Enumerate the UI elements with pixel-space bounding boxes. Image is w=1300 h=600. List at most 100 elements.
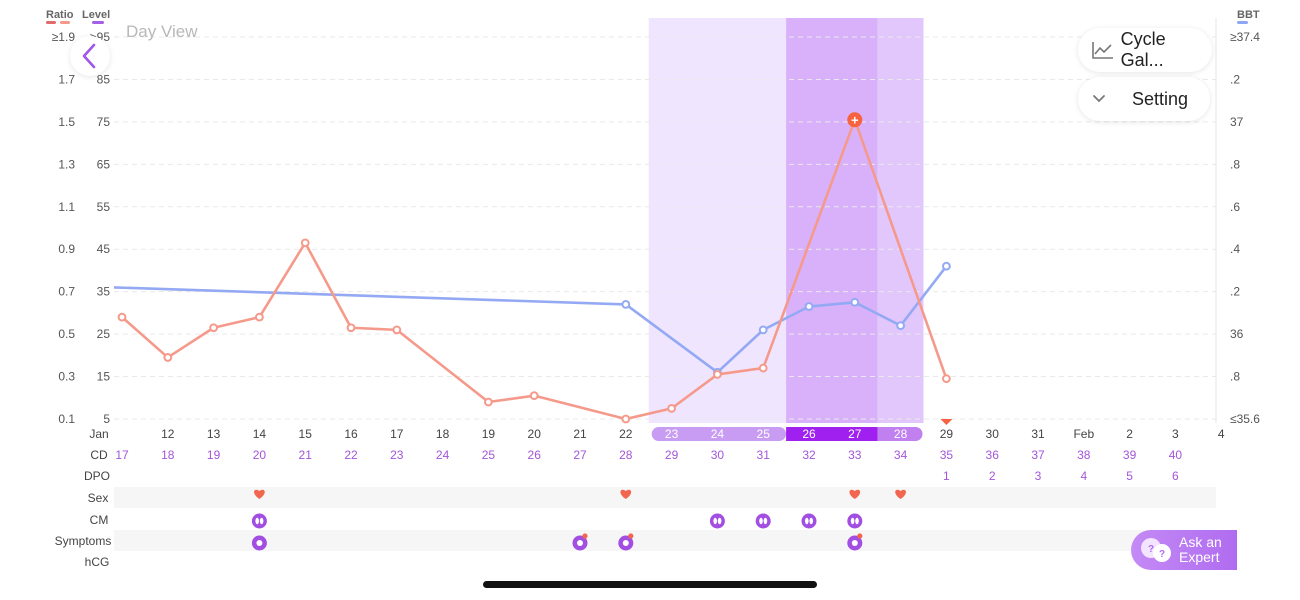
ratio-tick: 1.3 [58,157,75,171]
bbt-point[interactable] [758,325,768,335]
ratio-tick: 1.7 [58,72,75,86]
bbt-point[interactable] [804,302,814,311]
date-label[interactable]: 25 [757,427,771,441]
home-indicator[interactable] [483,581,817,588]
level-tick: 45 [97,242,111,256]
date-label[interactable]: 13 [207,427,221,441]
ask-expert-line2: Expert [1179,549,1220,565]
legend-level-swatch [92,21,104,24]
level-tick: 15 [97,370,111,384]
bbt-tick: 36 [1230,327,1244,341]
fertile-date-band-end [877,427,923,441]
bbt-point[interactable] [942,261,951,271]
cd-value: 24 [436,448,450,462]
cd-value: 37 [1031,448,1045,462]
ratio-point[interactable] [942,374,951,384]
ask-expert-button[interactable]: ? ? Ask an Expert [1131,530,1237,570]
symptom-icon-dot [851,540,858,546]
date-label[interactable]: 20 [528,427,542,441]
bbt-line [113,265,948,374]
sex-row-label: Sex [88,491,109,505]
date-label[interactable]: 21 [573,427,587,441]
date-label[interactable]: 24 [711,427,725,441]
cm-icon-drop [713,517,717,525]
date-label[interactable]: 30 [986,427,1000,441]
dpo-value: 5 [1126,469,1133,483]
bbt-tick: .4 [1230,242,1240,256]
cd-value: 36 [986,448,1000,462]
date-label[interactable]: 26 [802,427,816,441]
cd-value: 21 [299,448,313,462]
level-tick: 5 [103,412,110,426]
cm-icon[interactable] [709,513,725,529]
ratio-point[interactable] [758,363,768,373]
date-label[interactable]: 14 [253,427,267,441]
date-label[interactable]: 23 [665,427,679,441]
date-label[interactable]: 12 [161,427,175,441]
heart-icon[interactable] [254,489,265,499]
ratio-point[interactable] [484,397,493,407]
ratio-point[interactable] [163,353,173,362]
cm-icon-drop [805,517,809,525]
date-label[interactable]: Feb [1073,427,1094,441]
fertile-window-late [877,18,924,423]
heart-icon[interactable] [849,489,861,499]
date-label[interactable]: 15 [299,427,313,441]
setting-label: Setting [1132,88,1189,109]
heart-icon[interactable] [620,489,632,499]
bbt-tick: .8 [1230,370,1240,384]
date-label[interactable]: 22 [619,427,633,441]
peak-badge-plus: + [851,112,859,127]
ratio-point[interactable] [621,414,631,424]
cm-icon[interactable] [801,513,817,529]
date-label[interactable]: 29 [940,427,954,441]
cm-icon-drop [850,517,855,525]
cycle-gallery-button[interactable]: Cycle Gal... [1078,28,1212,72]
ratio-point[interactable] [529,391,539,401]
ratio-point[interactable] [713,370,722,379]
setting-button[interactable]: Setting [1078,77,1210,121]
cm-icon[interactable] [847,513,863,529]
back-button[interactable] [70,36,110,76]
legend-bbt-swatch [1237,21,1248,24]
legend-ratio-swatch [60,21,70,24]
dpo-row-label: DPO [84,469,110,483]
ratio-tick: 1.1 [58,200,75,214]
ratio-point[interactable] [346,323,356,333]
date-label[interactable]: 4 [1218,427,1225,441]
ratio-tick: 1.5 [58,115,75,129]
ratio-point[interactable] [209,323,219,333]
date-label[interactable]: 2 [1126,427,1133,441]
ratio-point[interactable] [392,325,402,335]
cm-icon[interactable] [251,513,267,529]
cm-icon[interactable] [755,513,771,529]
date-label[interactable]: 16 [344,427,358,441]
month-label: Jan [89,427,108,441]
bbt-point[interactable] [896,321,905,331]
date-label[interactable]: 19 [482,427,496,441]
date-label[interactable]: 18 [436,427,450,441]
date-label[interactable]: 27 [848,427,862,441]
chevron-left-icon [82,43,96,69]
ratio-point[interactable] [300,238,310,248]
date-label[interactable]: 17 [390,427,404,441]
heart-icon[interactable] [895,489,906,499]
level-tick: 25 [97,327,111,341]
date-label[interactable]: 31 [1031,427,1045,441]
symptoms-row-label: Symptoms [55,534,112,548]
day-view-label: Day View [126,22,198,41]
cd-value: 39 [1123,448,1137,462]
ratio-point[interactable] [117,312,127,322]
date-label[interactable]: 28 [894,427,908,441]
bbt-point[interactable] [850,297,860,307]
ratio-point[interactable] [255,312,264,322]
cd-value: 18 [161,448,175,462]
date-label[interactable]: 3 [1172,427,1179,441]
ratio-point[interactable] [667,403,676,413]
ratio-tick: 0.7 [58,285,75,299]
bbt-point[interactable] [621,300,631,309]
peak-badge[interactable] [847,112,863,128]
fertile-window-early [648,18,787,423]
chat-bubbles-icon: ? ? [1141,538,1171,562]
